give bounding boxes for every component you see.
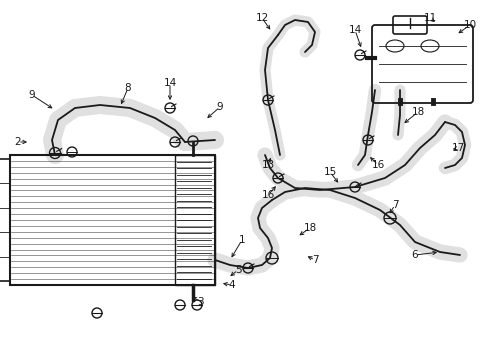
Bar xyxy=(175,155,215,285)
Text: 1: 1 xyxy=(239,235,245,245)
Text: 9: 9 xyxy=(29,90,35,100)
Text: 16: 16 xyxy=(371,160,385,170)
Text: 10: 10 xyxy=(464,20,477,30)
Text: 5: 5 xyxy=(235,265,241,275)
Text: 4: 4 xyxy=(229,280,235,290)
Text: 13: 13 xyxy=(261,160,274,170)
Text: 2: 2 xyxy=(15,137,21,147)
Text: 11: 11 xyxy=(423,13,437,23)
Text: 6: 6 xyxy=(412,250,418,260)
Text: 16: 16 xyxy=(261,190,274,200)
Bar xyxy=(0,159,10,281)
Text: 12: 12 xyxy=(255,13,269,23)
Text: 14: 14 xyxy=(163,78,176,88)
Text: 18: 18 xyxy=(412,107,425,117)
Text: 3: 3 xyxy=(196,297,203,307)
Text: 17: 17 xyxy=(451,143,465,153)
Text: 18: 18 xyxy=(303,223,317,233)
Text: 8: 8 xyxy=(124,83,131,93)
Text: 14: 14 xyxy=(348,25,362,35)
Text: 7: 7 xyxy=(392,200,398,210)
Text: 7: 7 xyxy=(312,255,318,265)
Text: 9: 9 xyxy=(217,102,223,112)
Text: 15: 15 xyxy=(323,167,337,177)
Bar xyxy=(10,155,215,285)
